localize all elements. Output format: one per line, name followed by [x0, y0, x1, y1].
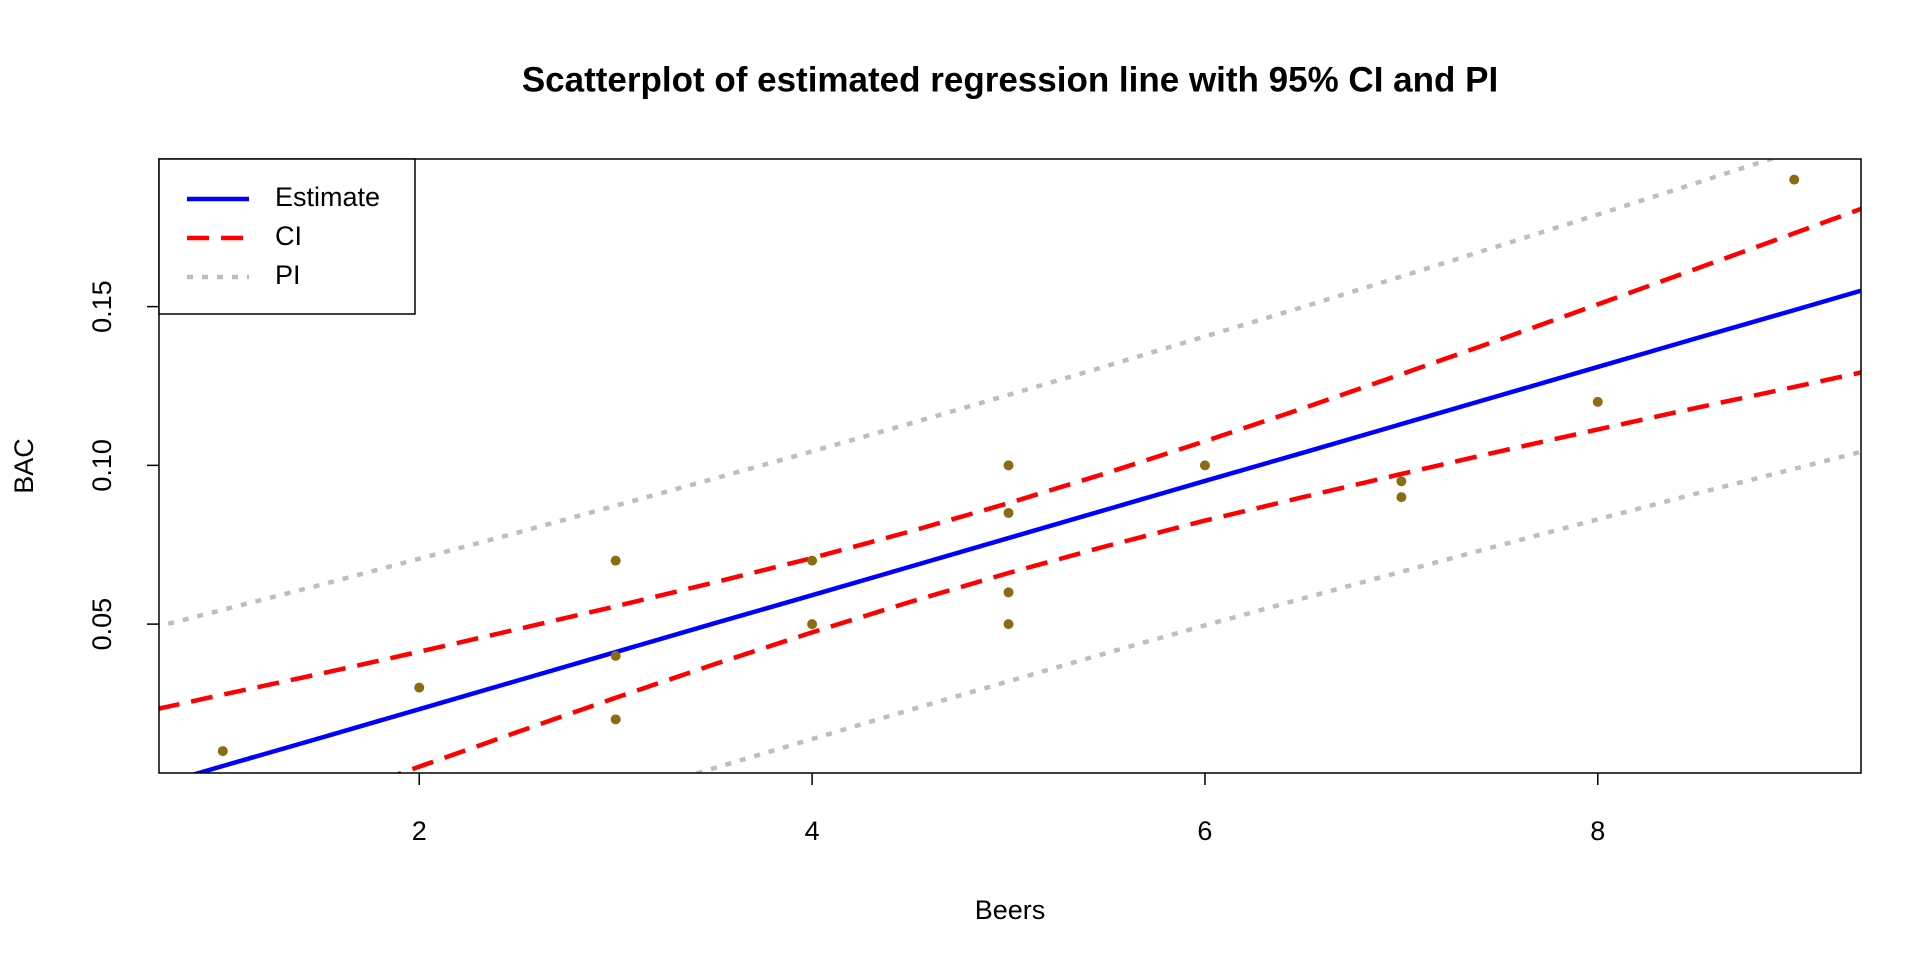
lines-layer — [159, 159, 1861, 773]
regression-line — [690, 449, 1861, 773]
data-point — [1003, 619, 1014, 630]
x-axis-label: Beers — [975, 895, 1046, 925]
data-point — [1789, 174, 1800, 185]
chart-title: Scatterplot of estimated regression line… — [522, 60, 1498, 99]
data-point — [807, 555, 818, 566]
data-point — [1003, 507, 1014, 518]
legend: Estimate CI PI — [158, 158, 416, 315]
data-point — [1199, 460, 1210, 471]
x-tick-label: 8 — [1590, 816, 1605, 846]
regression-line — [159, 206, 1861, 711]
data-point — [1396, 476, 1407, 487]
data-point — [1003, 587, 1014, 598]
x-tick-label: 2 — [412, 816, 427, 846]
legend-label: CI — [275, 221, 302, 251]
legend-label: Estimate — [275, 182, 380, 212]
data-point — [1592, 396, 1603, 407]
data-point — [807, 619, 818, 630]
data-point — [610, 650, 621, 661]
data-point — [1003, 460, 1014, 471]
y-tick-label: 0.10 — [87, 439, 117, 492]
regression-line — [159, 159, 1778, 629]
y-tick-label: 0.05 — [87, 598, 117, 651]
y-axis-label: BAC — [9, 438, 39, 494]
points-layer — [217, 174, 1800, 757]
legend-label: PI — [275, 260, 301, 290]
regression-line — [190, 288, 1861, 773]
data-point — [610, 714, 621, 725]
data-point — [1396, 492, 1407, 503]
data-point — [414, 682, 425, 693]
regression-line — [394, 370, 1861, 773]
x-tick-label: 6 — [1197, 816, 1212, 846]
x-tick-label: 4 — [805, 816, 820, 846]
data-point — [217, 746, 228, 757]
data-point — [610, 555, 621, 566]
y-tick-label: 0.15 — [87, 280, 117, 333]
